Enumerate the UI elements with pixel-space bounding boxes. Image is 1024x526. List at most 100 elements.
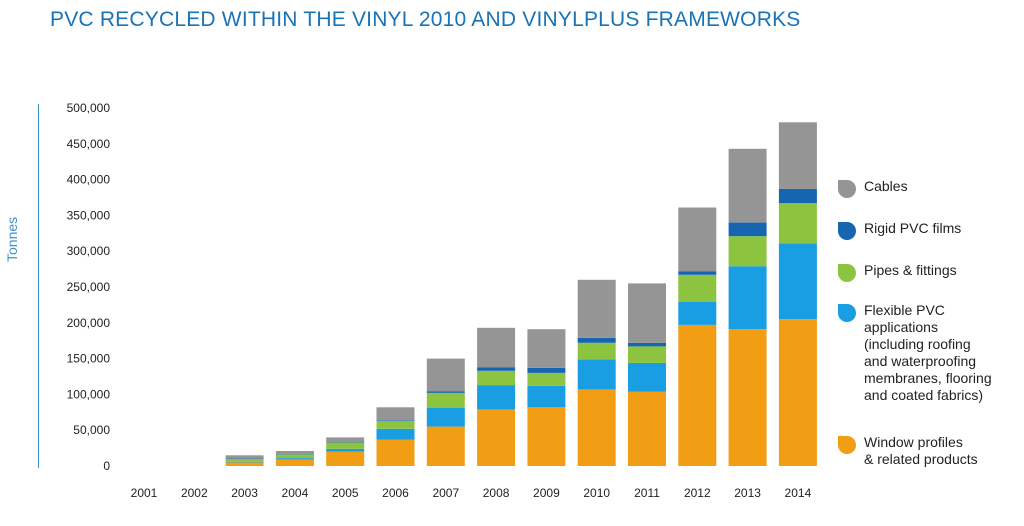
bar-segment — [376, 428, 415, 440]
bar-segment — [778, 122, 817, 189]
y-tick-label: 100,000 — [67, 387, 111, 401]
x-tick-label: 2014 — [785, 486, 812, 500]
x-tick-label: 2007 — [432, 486, 459, 500]
bar-segment — [275, 451, 314, 455]
chart-title: PVC RECYCLED WITHIN THE VINYL 2010 AND V… — [50, 8, 801, 31]
legend-item: Rigid PVC films — [838, 220, 961, 240]
x-tick-label: 2008 — [483, 486, 510, 500]
bar-segment — [778, 188, 817, 204]
bar-segment — [527, 407, 566, 466]
bar-segment — [728, 236, 767, 267]
bar-segment — [628, 362, 666, 392]
legend-swatch — [838, 264, 856, 282]
bar-segment — [577, 279, 616, 338]
bar-segment — [426, 408, 465, 427]
y-tick-label: 150,000 — [67, 352, 111, 366]
bar-segment — [527, 372, 566, 386]
bar-segment — [477, 367, 516, 371]
bar-segment — [376, 407, 415, 421]
bar-segment — [376, 439, 415, 466]
bar-segment — [426, 426, 465, 466]
bar-segment — [225, 455, 264, 459]
bar-segment — [728, 329, 767, 466]
x-tick-label: 2011 — [634, 486, 660, 500]
bar-segment — [728, 222, 767, 237]
y-tick-label: 400,000 — [67, 173, 111, 187]
bar-segment — [275, 458, 314, 460]
bar-segment — [728, 266, 767, 330]
bar-segment — [275, 454, 314, 459]
x-tick-label: 2012 — [684, 486, 711, 500]
y-tick-label: 300,000 — [67, 244, 111, 258]
x-tick-label: 2009 — [533, 486, 560, 500]
bar-segment — [678, 302, 717, 325]
y-tick-label: 350,000 — [67, 208, 111, 222]
bar-segment — [477, 327, 516, 368]
legend-label: Pipes & fittings — [864, 262, 957, 278]
bar-segment — [275, 459, 314, 466]
x-tick-label: 2013 — [734, 486, 761, 500]
legend-label: Window profiles & related products — [864, 434, 978, 467]
bar-segment — [527, 367, 566, 373]
bar-segment — [225, 462, 264, 466]
y-tick-label: 450,000 — [67, 137, 111, 151]
bar-segment — [628, 346, 666, 363]
bar-segment — [326, 437, 365, 442]
bar-segment — [728, 148, 767, 223]
bar-segment — [778, 243, 817, 320]
bar-segment — [326, 448, 365, 452]
bar-segment — [326, 442, 365, 449]
legend-swatch — [838, 222, 856, 240]
y-tick-label: 50,000 — [73, 423, 110, 437]
bar-segment — [577, 359, 616, 390]
bar-segment — [326, 451, 365, 466]
x-tick-label: 2001 — [131, 486, 158, 500]
bar-segment — [426, 358, 465, 392]
bar-segment — [225, 461, 264, 463]
bar-segment — [426, 393, 465, 408]
bar-segment — [376, 420, 415, 421]
bar-segment — [628, 283, 666, 343]
bar-segment — [376, 420, 415, 429]
x-tick-label: 2004 — [282, 486, 309, 500]
legend-label: Flexible PVC applications (including roo… — [864, 302, 992, 403]
legend-swatch — [838, 436, 856, 454]
bar-segment — [477, 385, 516, 410]
y-tick-label: 250,000 — [67, 280, 111, 294]
bar-segment — [628, 342, 666, 347]
bar-segment — [527, 385, 566, 408]
x-tick-label: 2010 — [583, 486, 610, 500]
legend-label: Cables — [864, 178, 908, 194]
x-tick-label: 2002 — [181, 486, 208, 500]
stacked-bar-chart: 0 50,000 100,000 150,000 200,000 250,000 300,0… — [67, 101, 817, 500]
legend-swatch — [838, 180, 856, 198]
bar-segment — [577, 337, 616, 343]
bar-segment — [527, 329, 566, 368]
bar-segment — [577, 342, 616, 360]
y-axis-line — [38, 104, 39, 468]
bar-segment — [577, 389, 616, 466]
bar-segment — [678, 207, 717, 272]
x-tick-label: 2005 — [332, 486, 359, 500]
bar-segment — [628, 391, 666, 466]
bar-segment — [678, 324, 717, 466]
legend-item: Pipes & fittings — [838, 262, 957, 282]
bar-segment — [477, 370, 516, 386]
legend-label: Rigid PVC films — [864, 220, 962, 236]
bar-segment — [426, 391, 465, 393]
bar-segment — [778, 319, 817, 466]
bar-segment — [678, 271, 717, 275]
legend-item: Cables — [838, 178, 908, 198]
legend-swatch — [838, 304, 856, 322]
y-tick-label: 500,000 — [67, 101, 111, 115]
bar-segment — [477, 409, 516, 466]
legend-item: Flexible PVC applications (including roo… — [838, 302, 992, 404]
bar-segment — [326, 441, 365, 443]
bar-segment — [778, 203, 817, 244]
y-tick-label: 0 — [103, 459, 110, 473]
legend-item: Window profiles & related products — [838, 434, 978, 468]
y-tick-label: 200,000 — [67, 316, 111, 330]
x-tick-label: 2006 — [382, 486, 409, 500]
x-tick-label: 2003 — [231, 486, 258, 500]
bar-segment — [678, 274, 717, 302]
